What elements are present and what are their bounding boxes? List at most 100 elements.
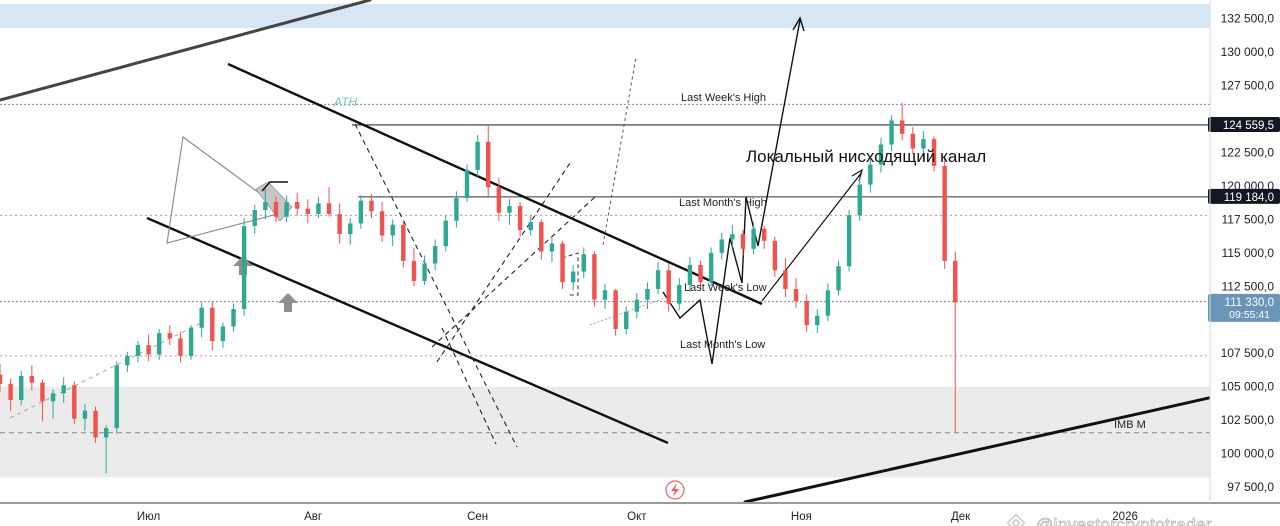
candle-body (560, 243, 565, 283)
candle-body (210, 307, 215, 342)
triangle-pattern (166, 136, 287, 244)
time-tick-label: Дек (951, 511, 971, 523)
time-tick-label: 2026 (1112, 511, 1138, 523)
supply-zone (0, 4, 1210, 29)
candle-body (358, 200, 364, 224)
candle-body (772, 240, 778, 271)
candle-body (517, 206, 523, 231)
marker-arrow (261, 181, 288, 192)
candle-body (72, 385, 77, 419)
candle-body (953, 260, 958, 303)
level-label-last-month-low: Last Month's Low (680, 339, 765, 351)
candle-body (146, 345, 151, 355)
candle-body (878, 144, 884, 165)
time-tick-label: Авг (304, 511, 322, 523)
projection-arrowhead (792, 16, 805, 32)
projection-path (662, 19, 801, 365)
candle-body (284, 202, 289, 217)
candle-body (645, 288, 650, 300)
candle-body (634, 299, 640, 312)
candle-body (549, 243, 555, 252)
candle-body (103, 428, 109, 438)
candle-body (910, 133, 916, 149)
lightning-icon[interactable] (665, 480, 685, 500)
candle-body (157, 333, 162, 355)
candle-body (931, 139, 937, 166)
candle-body (326, 203, 332, 215)
price-tick-label: 107 500,0 (1221, 346, 1275, 360)
candle-body (443, 220, 448, 247)
candle-body (730, 234, 735, 240)
candle-body (613, 290, 618, 330)
candle-body (783, 270, 788, 289)
time-axis-ticks: Июл Авг Сен Окт Ноя Дек 2026 (137, 511, 1138, 523)
candle-body (8, 383, 13, 400)
candle-body (804, 300, 809, 326)
price-zones (0, 4, 1210, 478)
price-axis (1210, 0, 1280, 503)
dashed-line-5 (602, 56, 637, 246)
annotation-arrowhead (851, 168, 863, 182)
price-tags: 124 559,5 119 184,0 111 330,009:55:41 (1208, 116, 1280, 322)
price-tick-label: 100 000,0 (1221, 447, 1275, 461)
time-tick-label: Сен (467, 511, 488, 523)
level-label-last-month-high: Last Month's High (679, 197, 767, 209)
price-tag (1208, 116, 1280, 132)
price-tick-label: 102 500,0 (1221, 413, 1275, 427)
dotted-line (589, 297, 666, 326)
candle-body (486, 141, 491, 188)
candle-body (125, 355, 130, 366)
diamond-icon (1006, 513, 1026, 526)
price-tick-label: 115 000,0 (1222, 246, 1275, 260)
candle-body (496, 187, 502, 213)
candle-body (178, 338, 183, 356)
candle-body (708, 252, 714, 283)
price-tick-label: 105 000,0 (1221, 380, 1275, 394)
candle-body (762, 228, 767, 241)
price-tick-label: 122 500,0 (1221, 146, 1275, 160)
candle-body (231, 309, 236, 327)
level-label-last-week-low: Last Week's Low (684, 282, 767, 294)
price-tag-text: 124 559,5 (1223, 120, 1274, 132)
candle-body (0, 374, 3, 384)
candle-body (868, 164, 873, 185)
candle-body (167, 333, 173, 339)
level-label-imb: IMB M (1114, 419, 1146, 431)
candle-body (454, 197, 459, 221)
candle-body (348, 223, 353, 235)
candle-body (698, 264, 703, 283)
candle-body (740, 234, 746, 249)
candle-body (528, 222, 533, 231)
candle-body (50, 393, 56, 402)
demand-zone (0, 386, 1210, 478)
candle-body (411, 260, 417, 281)
candle-body (475, 141, 480, 170)
price-tag (1208, 188, 1280, 204)
price-tag (1208, 293, 1280, 322)
price-tick-label: 97 500,0 (1227, 480, 1274, 494)
time-tick-label: Ноя (791, 511, 812, 523)
candle-body (422, 263, 427, 281)
level-label-last-week-high: Last Week's High (681, 92, 766, 104)
candle-body (836, 266, 841, 291)
candle-body (369, 200, 374, 212)
level-lines (0, 103, 1210, 434)
candle-body (857, 184, 862, 216)
candle-body (581, 254, 586, 272)
candle-body (390, 224, 395, 236)
candle-body (273, 202, 279, 217)
annotation-pointer (761, 171, 863, 302)
candles (0, 103, 958, 474)
time-tick-label: Июл (137, 511, 160, 523)
time-tick-label: Окт (627, 511, 647, 523)
lower-trendline (743, 380, 1280, 504)
watermark-text: @investorcryptotrader (1036, 515, 1212, 526)
candle-body (751, 228, 756, 249)
candle-body (82, 410, 88, 419)
candle-body (305, 208, 311, 215)
countdown-timer: 09:55:41 (1229, 309, 1270, 321)
candle-body (61, 385, 66, 394)
candle-body (815, 315, 820, 326)
candle-body (570, 271, 576, 283)
